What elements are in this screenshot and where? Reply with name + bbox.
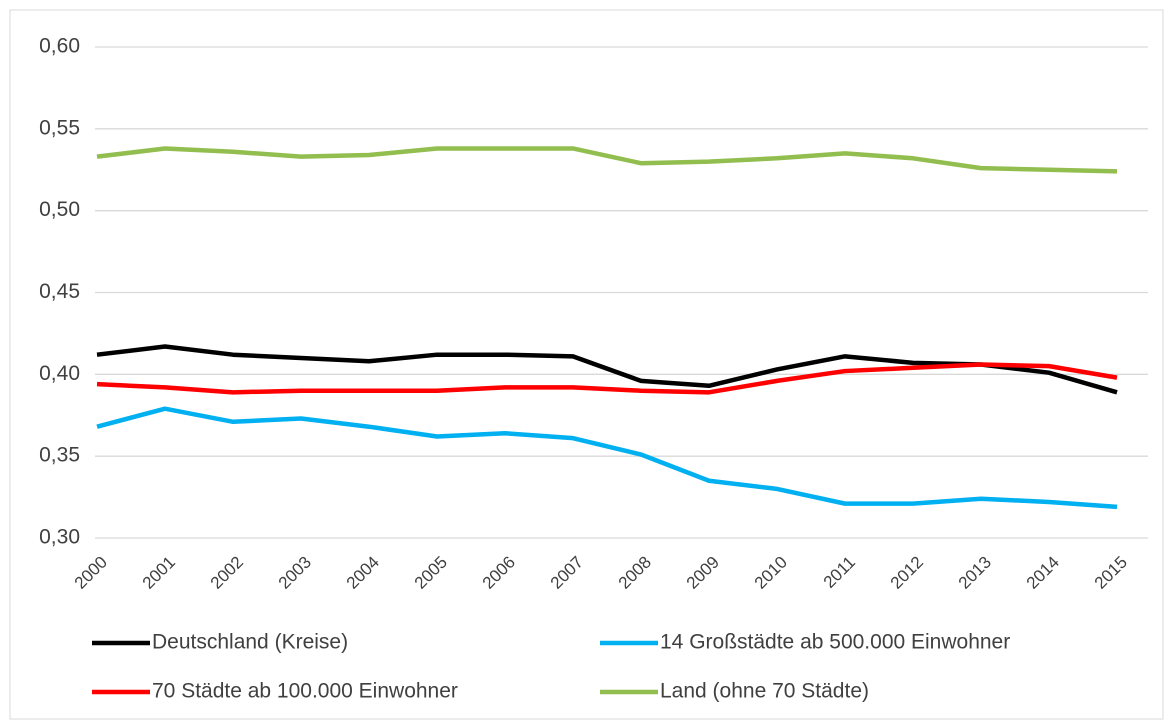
y-tick-label: 0,45	[39, 280, 80, 303]
series-line	[96, 362, 1118, 395]
y-tick-label: 0,35	[39, 444, 80, 467]
series-line	[96, 344, 1118, 395]
y-tick-label: 0,55	[39, 116, 80, 139]
y-tick-label: 0,30	[39, 526, 80, 549]
legend-label: Land (ohne 70 Städte)	[660, 680, 869, 703]
series-line	[96, 146, 1118, 174]
y-tick-label: 0,60	[39, 35, 80, 58]
y-tick-label: 0,50	[39, 198, 80, 221]
series-line	[96, 406, 1118, 510]
legend-label: 70 Städte ab 100.000 Einwohner	[152, 680, 458, 703]
legend-label: 14 Großstädte ab 500.000 Einwohner	[660, 631, 1010, 654]
legend-label: Deutschland (Kreise)	[152, 631, 348, 654]
y-tick-label: 0,40	[39, 362, 80, 385]
